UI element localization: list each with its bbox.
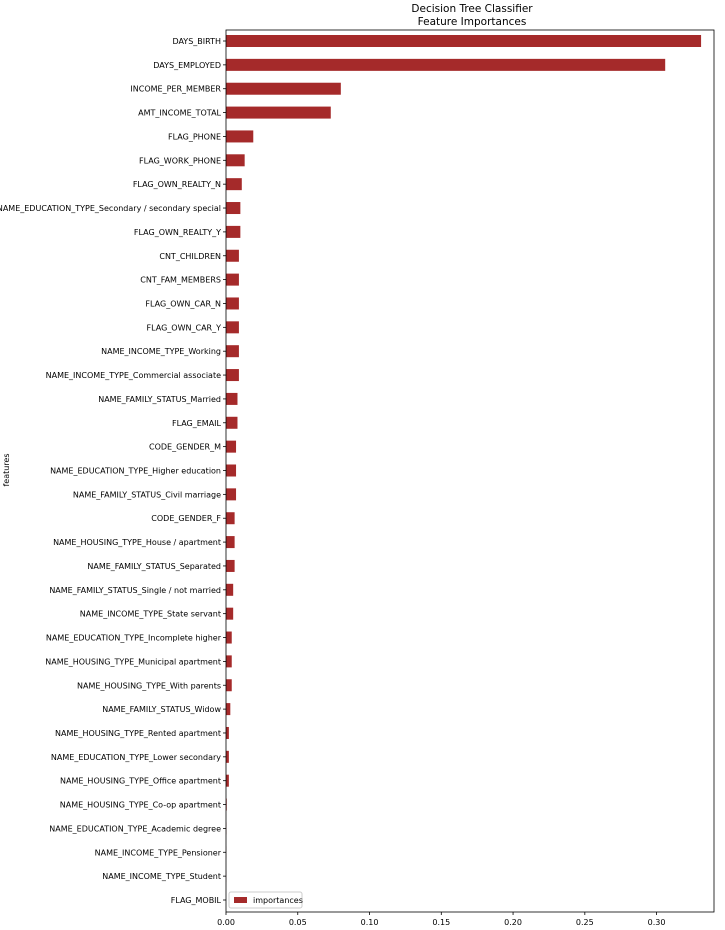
y-tick-label: NAME_HOUSING_TYPE_Office apartment: [60, 777, 221, 786]
bar-11: [226, 297, 239, 310]
y-tick-label: CODE_GENDER_M: [149, 443, 221, 452]
y-tick-label: NAME_HOUSING_TYPE_Municipal apartment: [45, 657, 221, 666]
x-tick-labels: 0.00 0.05 0.10 0.15 0.20 0.25 0.30: [217, 912, 665, 927]
y-tick-label: NAME_EDUCATION_TYPE_Incomplete higher: [46, 634, 222, 643]
y-tick-label: NAME_FAMILY_STATUS_Single / not married: [49, 586, 221, 595]
bar-19: [226, 488, 237, 501]
y-tick-label: DAYS_EMPLOYED: [153, 61, 221, 70]
bar-28: [226, 703, 231, 716]
x-tick-label: 0.25: [576, 918, 594, 927]
y-tick-label: FLAG_OWN_CAR_N: [145, 299, 221, 308]
y-tick-label: NAME_FAMILY_STATUS_Civil marriage: [73, 490, 221, 499]
legend-label: importances: [253, 896, 303, 905]
bar-3: [226, 106, 331, 119]
y-tick-label: NAME_HOUSING_TYPE_Co-op apartment: [60, 801, 221, 810]
x-tick-label: 0.30: [648, 918, 666, 927]
y-tick-label: NAME_FAMILY_STATUS_Separated: [87, 562, 221, 571]
bar-21: [226, 536, 235, 549]
y-tick-labels: DAYS_BIRTH DAYS_EMPLOYED INCOME_PER_MEMBER…: [0, 37, 226, 905]
x-tick-label: 0.20: [504, 918, 522, 927]
y-tick-label: CODE_GENDER_F: [151, 514, 221, 523]
x-tick-label: 0.15: [432, 918, 450, 927]
bar-16: [226, 416, 238, 429]
bar-26: [226, 655, 232, 668]
chart-subtitle: Feature Importances: [418, 16, 527, 28]
bar-5: [226, 154, 245, 167]
bar-7: [226, 202, 241, 215]
bar-4: [226, 130, 254, 143]
bars-layer: [226, 35, 702, 883]
y-tick-label: FLAG_MOBIL: [171, 896, 222, 905]
y-tick-label: NAME_HOUSING_TYPE_With parents: [77, 681, 221, 690]
bar-13: [226, 345, 239, 358]
legend: importances: [228, 891, 303, 909]
y-tick-label: NAME_HOUSING_TYPE_House / apartment: [53, 538, 221, 547]
bar-18: [226, 464, 237, 477]
bar-15: [226, 392, 238, 405]
y-tick-label: DAYS_BIRTH: [172, 37, 221, 46]
bar-30: [226, 750, 229, 763]
bar-29: [226, 726, 229, 739]
legend-swatch: [234, 897, 247, 903]
y-tick-label: NAME_HOUSING_TYPE_Rented apartment: [55, 729, 221, 738]
y-tick-label: NAME_FAMILY_STATUS_Widow: [102, 705, 221, 714]
bar-9: [226, 249, 239, 262]
bar-24: [226, 607, 234, 620]
bar-8: [226, 225, 241, 238]
bar-10: [226, 273, 239, 286]
bar-31: [226, 774, 229, 787]
y-tick-label: FLAG_WORK_PHONE: [139, 156, 221, 165]
y-tick-label: FLAG_OWN_REALTY_N: [133, 180, 221, 189]
bar-17: [226, 440, 237, 453]
y-tick-label: NAME_EDUCATION_TYPE_Lower secondary: [51, 753, 221, 762]
y-tick-label: NAME_FAMILY_STATUS_Married: [98, 395, 221, 404]
bar-22: [226, 559, 235, 572]
bar-0: [226, 35, 702, 47]
y-tick-label: NAME_INCOME_TYPE_Working: [101, 347, 221, 356]
bar-12: [226, 321, 239, 334]
bar-20: [226, 512, 235, 525]
chart-title: Decision Tree Classifier: [411, 3, 533, 15]
legend-box: [228, 891, 303, 909]
x-tick-label: 0.00: [217, 918, 235, 927]
y-tick-label: FLAG_OWN_REALTY_Y: [134, 228, 221, 237]
bar-1: [226, 58, 666, 71]
y-tick-label: CNT_CHILDREN: [159, 252, 221, 261]
y-axis-label: features: [2, 453, 11, 486]
y-tick-label: FLAG_EMAIL: [172, 419, 222, 428]
y-tick-label: NAME_INCOME_TYPE_Commercial associate: [46, 371, 221, 380]
bar-25: [226, 631, 232, 644]
plot-frame: [225, 29, 715, 913]
plot-border: [225, 29, 715, 913]
bar-6: [226, 178, 242, 191]
x-tick-label: 0.05: [289, 918, 307, 927]
x-tick-label: 0.10: [361, 918, 379, 927]
y-tick-label: NAME_EDUCATION_TYPE_Academic degree: [49, 824, 221, 833]
y-tick-label: NAME_EDUCATION_TYPE_Higher education: [50, 467, 221, 476]
y-tick-label: FLAG_PHONE: [168, 132, 221, 141]
y-tick-label: NAME_EDUCATION_TYPE_Secondary / secondar…: [0, 204, 221, 213]
bar-14: [226, 369, 239, 382]
bar-23: [226, 583, 234, 596]
y-tick-label: FLAG_OWN_CAR_Y: [147, 323, 222, 332]
y-tick-label: NAME_INCOME_TYPE_Student: [102, 872, 221, 881]
y-tick-label: CNT_FAM_MEMBERS: [140, 276, 221, 285]
y-tick-label: NAME_INCOME_TYPE_Pensioner: [95, 848, 222, 857]
y-tick-label: NAME_INCOME_TYPE_State servant: [80, 610, 221, 619]
y-tick-label: INCOME_PER_MEMBER: [130, 85, 221, 94]
bar-2: [226, 82, 341, 95]
y-tick-label: AMT_INCOME_TOTAL: [138, 109, 221, 118]
bar-27: [226, 679, 232, 692]
